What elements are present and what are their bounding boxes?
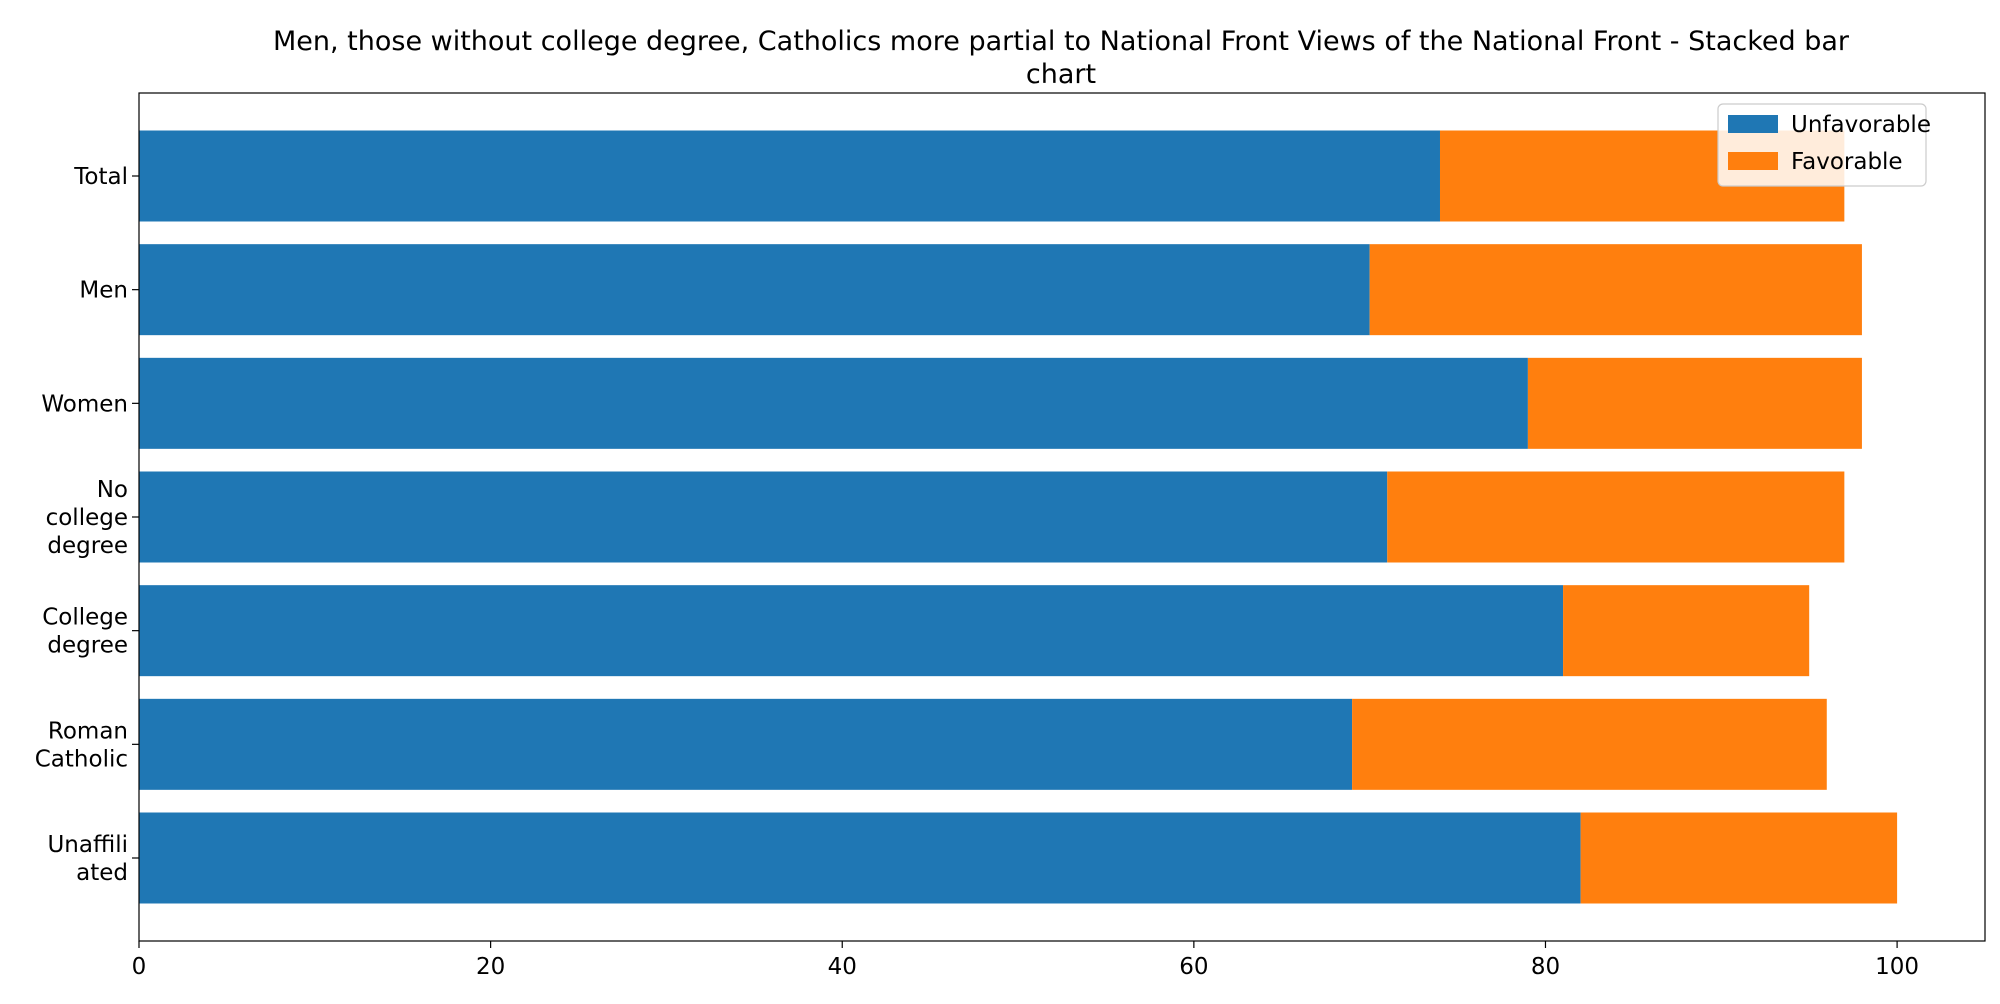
x-tick-label: 0 [132,954,147,980]
bar-unfavorable-women [139,358,1528,449]
bar-favorable-no-college-degree [1387,472,1844,563]
x-tick-label: 80 [1531,954,1560,980]
x-tick-label: 40 [828,954,857,980]
x-axis: 0 20 40 60 80 100 [132,941,1919,980]
bar-favorable-women [1528,358,1862,449]
y-tick-label: Total [73,164,128,190]
bar-favorable-college-degree [1563,585,1809,676]
bar-unfavorable-unaffili-ated [139,813,1581,904]
legend-label-unfavorable: Unfavorable [1791,112,1931,138]
legend-swatch-unfavorable [1728,115,1778,133]
x-tick-label: 60 [1179,954,1208,980]
bar-favorable-unaffili-ated [1581,813,1897,904]
y-tick-label: Women [41,391,128,417]
bar-unfavorable-no-college-degree [139,472,1387,563]
chart-title-line-2: chart [1026,59,1096,90]
bar-unfavorable-college-degree [139,585,1563,676]
bar-favorable-roman-catholic [1352,699,1827,790]
legend: Unfavorable Favorable [1718,104,1931,186]
bar-unfavorable-roman-catholic [139,699,1352,790]
legend-swatch-favorable [1728,152,1778,170]
y-tick-label: Unaffili ated [47,832,128,886]
y-tick-label: Men [79,278,128,304]
y-tick-label: No college degree [46,477,128,559]
bars-layer [139,131,1897,904]
bar-favorable-men [1370,244,1862,335]
y-tick-label: College degree [42,605,128,659]
x-tick-label: 100 [1875,954,1919,980]
bar-unfavorable-total [139,131,1440,222]
legend-label-favorable: Favorable [1791,149,1903,175]
bar-unfavorable-men [139,244,1370,335]
y-tick-label: Roman Catholic [35,718,128,772]
chart-title-line-1: Men, those without college degree, Catho… [273,26,1850,57]
x-tick-label: 20 [476,954,505,980]
y-axis: Total Men Women No college degree College degre… [35,164,139,886]
